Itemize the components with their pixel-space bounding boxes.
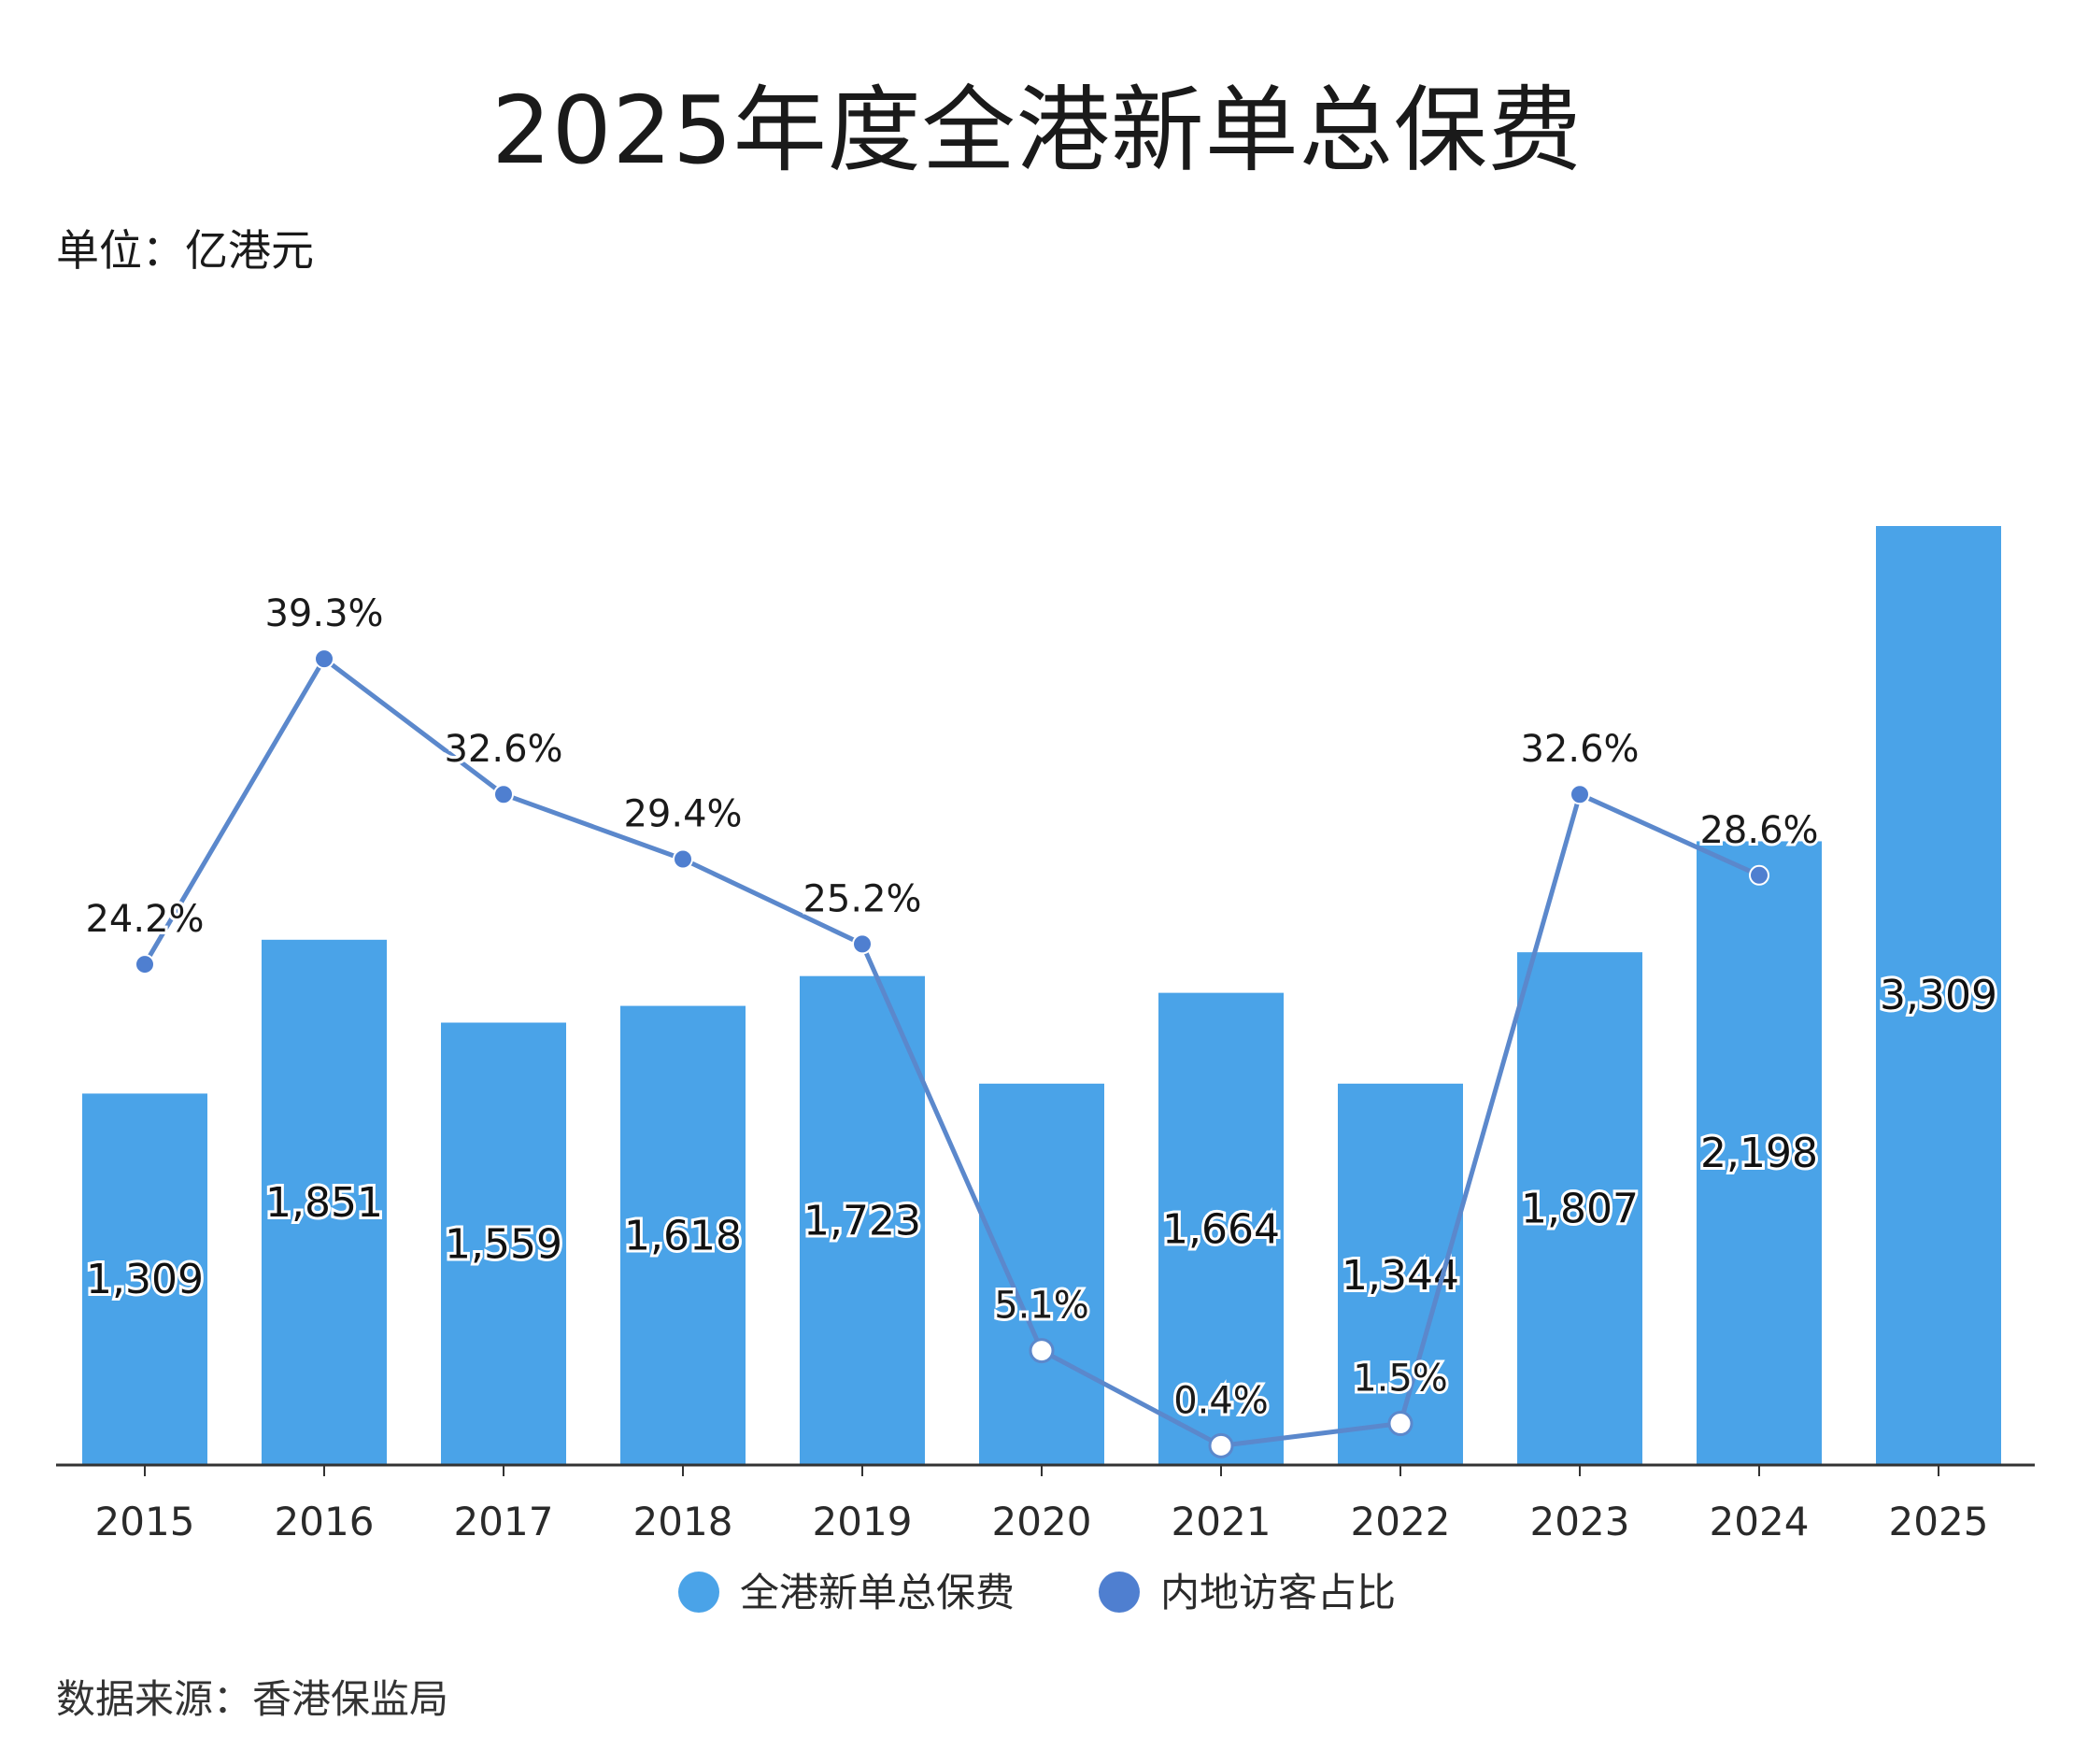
bar-value-label-2019: 1,723 bbox=[803, 1197, 921, 1245]
share-marker-2019 bbox=[852, 933, 873, 955]
bar-2023 bbox=[1517, 952, 1642, 1465]
share-marker-2018 bbox=[673, 848, 693, 870]
chart-title: 2025年度全港新单总保费 bbox=[491, 76, 1583, 185]
x-tick-label-2025: 2025 bbox=[1889, 1499, 1989, 1544]
legend-label-1: 全港新单总保费 bbox=[740, 1570, 1015, 1615]
x-tick-label-2020: 2020 bbox=[992, 1499, 1092, 1544]
bar-value-label-2021: 1,664 bbox=[1162, 1205, 1280, 1253]
legend: 全港新单总保费 内地访客占比 bbox=[678, 1570, 1396, 1615]
bar-value-label-2017: 1,559 bbox=[445, 1220, 562, 1268]
source-note: 数据来源：香港保监局 bbox=[56, 1676, 449, 1722]
bar-2016 bbox=[262, 939, 387, 1465]
share-value-label-2015: 24.2% bbox=[85, 898, 204, 941]
share-value-label-2022: 1.5% bbox=[1353, 1358, 1448, 1401]
share-value-label-2024: 28.6% bbox=[1699, 809, 1818, 852]
share-marker-2020 bbox=[1029, 1338, 1055, 1364]
bar-2015 bbox=[82, 1093, 207, 1465]
share-marker-2022 bbox=[1387, 1411, 1413, 1437]
share-marker-2016 bbox=[314, 648, 334, 670]
unit-label: 单位：亿港元 bbox=[56, 225, 314, 276]
x-tick-label-2024: 2024 bbox=[1710, 1499, 1810, 1544]
bar-2018 bbox=[620, 1005, 746, 1465]
share-value-label-2017: 32.6% bbox=[444, 728, 562, 771]
line-layer: 24.2% 39.3% 32.6% 29.4% 25.2% 5.1% 0.4% 1.5% 32.… bbox=[82, 590, 1822, 1458]
share-value-label-2018: 29.4% bbox=[623, 792, 742, 835]
share-value-label-2021: 0.4% bbox=[1173, 1379, 1269, 1422]
share-value-label-2023: 32.6% bbox=[1520, 728, 1639, 771]
x-tick-label-2017: 2017 bbox=[454, 1499, 554, 1544]
bar-2025 bbox=[1876, 526, 2001, 1465]
bar-2021 bbox=[1158, 992, 1284, 1465]
bar-2019 bbox=[800, 975, 925, 1465]
x-tick-label-2022: 2022 bbox=[1351, 1499, 1451, 1544]
share-marker-2015 bbox=[135, 954, 155, 975]
legend-label-2: 内地访客占比 bbox=[1160, 1570, 1396, 1615]
share-value-label-2020: 5.1% bbox=[994, 1285, 1089, 1328]
bar-value-label-2025: 3,309 bbox=[1880, 972, 1997, 1019]
share-marker-2023 bbox=[1570, 784, 1590, 805]
bar-value-label-2015: 1,309 bbox=[86, 1256, 204, 1303]
share-value-label-2019: 25.2% bbox=[803, 877, 921, 920]
bar-2020 bbox=[979, 1083, 1104, 1465]
share-line bbox=[142, 656, 1761, 1448]
share-marker-2024 bbox=[1749, 864, 1769, 886]
x-tick-label-2015: 2015 bbox=[95, 1499, 195, 1544]
share-value-label-2016: 39.3% bbox=[264, 592, 383, 635]
x-tick-label-2019: 2019 bbox=[813, 1499, 913, 1544]
share-marker-2021 bbox=[1208, 1432, 1234, 1458]
bar-value-label-2023: 1,807 bbox=[1521, 1186, 1639, 1233]
x-tick-label-2018: 2018 bbox=[633, 1499, 733, 1544]
legend-swatch-1 bbox=[678, 1572, 719, 1613]
x-tick-label-2021: 2021 bbox=[1172, 1499, 1271, 1544]
bar-value-label-2024: 2,198 bbox=[1700, 1130, 1818, 1177]
bar-2024 bbox=[1697, 841, 1822, 1465]
x-axis: 2015 2016 2017 2018 2019 2020 2021 2022 2023 2024… bbox=[56, 1463, 2035, 1544]
x-tick-label-2016: 2016 bbox=[275, 1499, 375, 1544]
bar-value-label-2018: 1,618 bbox=[624, 1212, 742, 1259]
share-marker-2017 bbox=[493, 784, 514, 805]
bar-value-label-2016: 1,851 bbox=[265, 1179, 383, 1227]
legend-swatch-2 bbox=[1099, 1572, 1140, 1613]
bar-2017 bbox=[441, 1022, 566, 1465]
x-tick-label-2023: 2023 bbox=[1530, 1499, 1630, 1544]
